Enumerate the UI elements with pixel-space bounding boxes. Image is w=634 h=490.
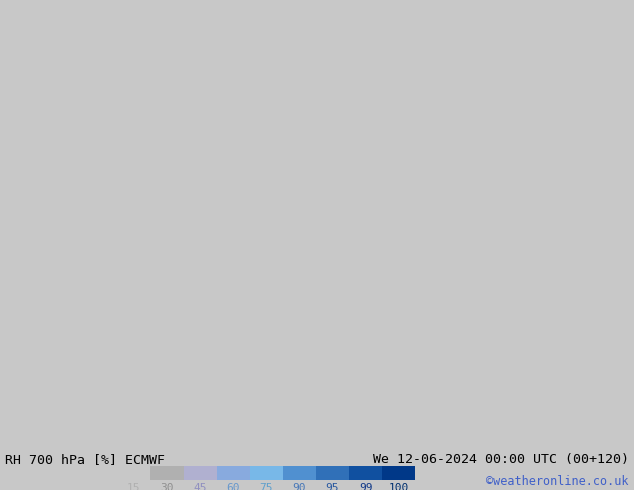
Bar (217, 466, 250, 480)
Text: 15: 15 (127, 483, 141, 490)
Text: 95: 95 (326, 483, 339, 490)
Bar (382, 466, 415, 480)
Bar (150, 466, 183, 480)
Text: 30: 30 (160, 483, 174, 490)
Bar (250, 466, 283, 480)
Text: 100: 100 (389, 483, 409, 490)
Bar (183, 466, 217, 480)
Text: RH 700 hPa [%] ECMWF: RH 700 hPa [%] ECMWF (5, 453, 165, 466)
Bar (316, 466, 349, 480)
Text: 60: 60 (226, 483, 240, 490)
Bar (117, 466, 150, 480)
Bar (283, 466, 316, 480)
Text: 99: 99 (359, 483, 372, 490)
Text: We 12-06-2024 00:00 UTC (00+120): We 12-06-2024 00:00 UTC (00+120) (373, 453, 629, 466)
Text: ©weatheronline.co.uk: ©weatheronline.co.uk (486, 475, 629, 488)
Text: 45: 45 (193, 483, 207, 490)
Bar (349, 466, 382, 480)
Text: 90: 90 (293, 483, 306, 490)
Text: 75: 75 (259, 483, 273, 490)
